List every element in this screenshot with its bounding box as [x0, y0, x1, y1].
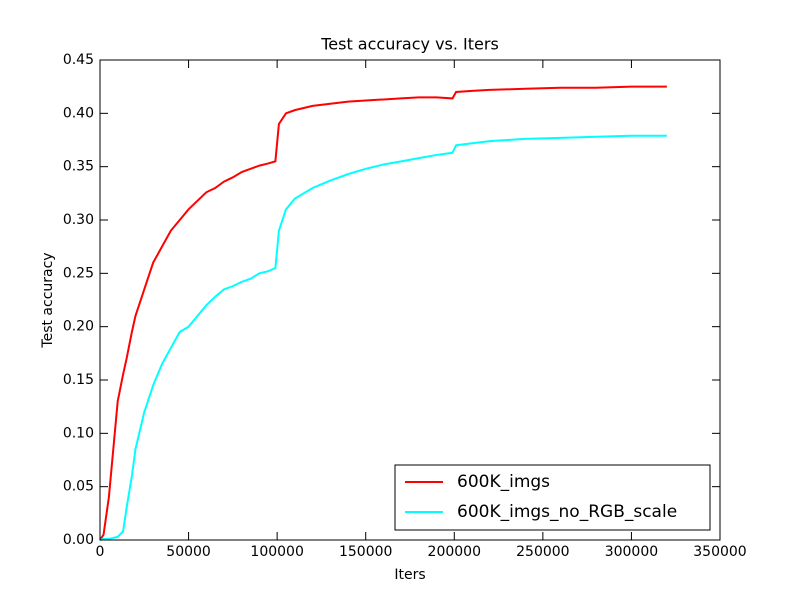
- y-axis-label: Test accuracy: [40, 252, 56, 348]
- y-tick-label: 0.15: [63, 372, 94, 388]
- x-tick-label: 100000: [250, 544, 303, 560]
- series-line: [99, 85, 667, 541]
- x-axis-label: Iters: [394, 567, 425, 583]
- y-tick-label: 0.35: [63, 159, 94, 175]
- y-tick-label: 0.30: [63, 212, 94, 228]
- x-tick-label: 0: [96, 544, 105, 560]
- y-tick-label: 0.25: [63, 265, 94, 281]
- chart-title: Test accuracy vs. Iters: [320, 35, 499, 54]
- x-tick-label: 350000: [693, 544, 746, 560]
- y-tick-label: 0.05: [63, 479, 94, 495]
- y-tick-label: 0.10: [63, 425, 94, 441]
- x-tick-label: 150000: [339, 544, 392, 560]
- y-tick-label: 0.40: [63, 105, 94, 121]
- plot-frame: [99, 59, 721, 541]
- legend-label: 600K_imgs_no_RGB_scale: [457, 502, 677, 522]
- x-tick-label: 250000: [516, 544, 569, 560]
- legend-box: [394, 464, 711, 531]
- series-line: [99, 134, 667, 541]
- x-tick-label: 50000: [166, 544, 211, 560]
- y-tick-label: 0.20: [63, 319, 94, 335]
- x-tick-label: 200000: [428, 544, 481, 560]
- x-tick-label: 300000: [605, 544, 658, 560]
- y-tick-label: 0.45: [63, 52, 94, 68]
- legend-label: 600K_imgs: [457, 472, 550, 492]
- y-tick-label: 0.00: [63, 532, 94, 548]
